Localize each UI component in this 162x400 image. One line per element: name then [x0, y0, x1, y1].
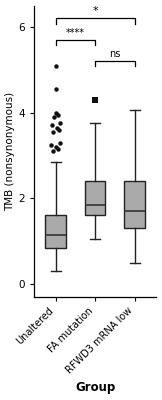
- Y-axis label: TMB (nonsynonymous): TMB (nonsynonymous): [6, 92, 16, 211]
- Text: *: *: [92, 6, 98, 16]
- PathPatch shape: [46, 216, 66, 248]
- PathPatch shape: [124, 181, 145, 228]
- PathPatch shape: [85, 181, 105, 216]
- Text: ****: ****: [66, 28, 85, 38]
- Text: ns: ns: [109, 49, 121, 59]
- X-axis label: Group: Group: [75, 382, 115, 394]
